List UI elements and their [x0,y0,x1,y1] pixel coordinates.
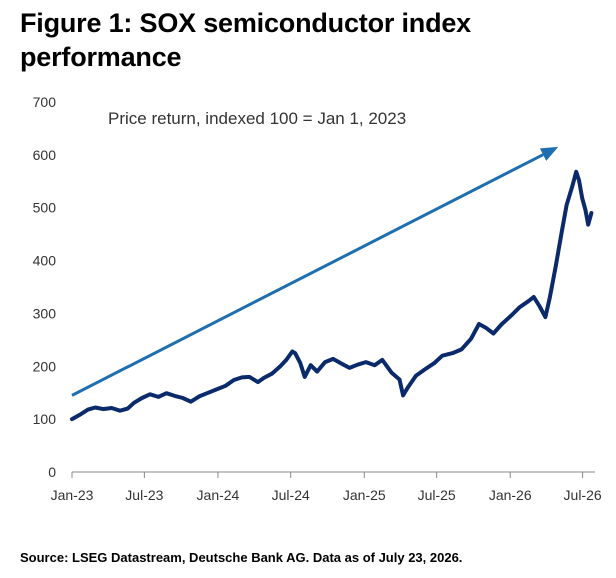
series-line [70,169,594,422]
y-tick-label: 0 [48,464,56,480]
y-tick-label: 500 [33,200,57,216]
y-tick-label: 100 [33,411,57,427]
chart-title: Figure 1: SOX semiconductor index perfor… [20,8,471,72]
x-tick-label: Jul-26 [564,487,602,503]
x-tick-label: Jan-26 [489,487,532,503]
y-tick-label: 300 [33,305,57,321]
y-tick-label: 400 [33,253,57,269]
trend-arrow-head [539,146,559,161]
x-tick-label: Jul-25 [418,487,456,503]
y-tick-label: 700 [33,94,57,110]
y-tick-label: 600 [33,147,57,163]
trend-arrow [71,146,559,397]
series-layer [70,169,594,422]
x-axis: Jan-23 Jul-23 Jan-24 Jul-24 Jan-25 Jul-25 Jan-… [51,471,602,503]
chart-annotation: Price return, indexed 100 = Jan 1, 2023 [108,109,406,128]
x-tick-label: Jan-23 [51,487,94,503]
y-axis: 0 100 200 300 400 500 600 700 [33,94,57,480]
source-note: Source: LSEG Datastream, Deutsche Bank A… [20,550,463,565]
trend-arrow-shaft [71,153,544,397]
y-tick-label: 200 [33,358,57,374]
x-tick-label: Jan-25 [343,487,386,503]
x-tick-label: Jan-24 [197,487,240,503]
x-tick-label: Jul-23 [125,487,163,503]
x-tick-label: Jul-24 [272,487,310,503]
